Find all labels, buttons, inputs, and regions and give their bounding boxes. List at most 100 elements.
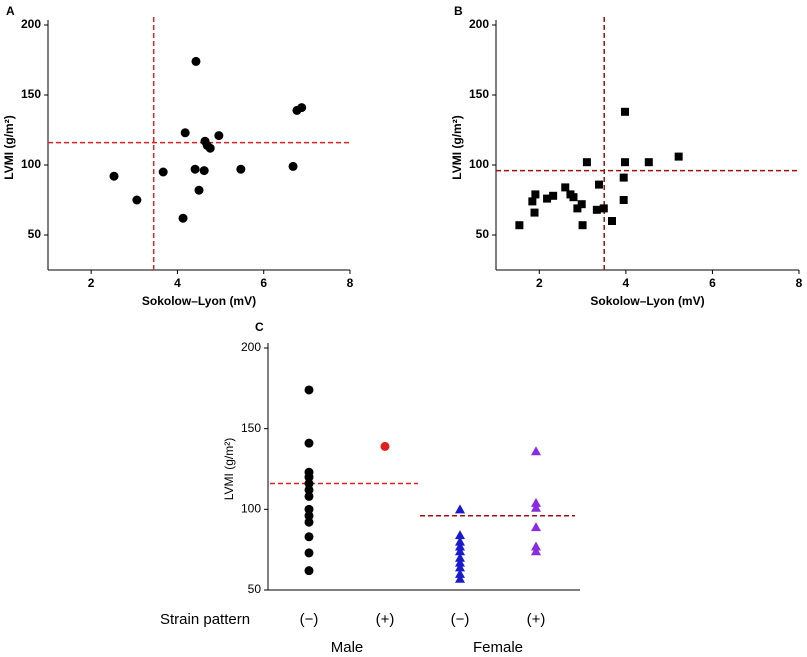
point: [561, 183, 570, 192]
panel-label: B: [454, 4, 463, 18]
point: [132, 195, 142, 205]
point: [455, 536, 465, 546]
point: [180, 128, 190, 138]
category-label: (−): [300, 611, 319, 628]
x-axis-label: Sokolow–Lyon (mV): [142, 294, 256, 308]
point: [619, 173, 628, 182]
y-tick-label: 50: [248, 582, 262, 596]
y-tick-label: 100: [21, 157, 41, 171]
y-tick-label: 50: [476, 227, 490, 241]
point: [531, 497, 541, 507]
point: [304, 548, 314, 558]
point: [577, 200, 586, 209]
point: [304, 385, 314, 395]
point: [455, 546, 465, 556]
group-label: Male: [331, 639, 364, 656]
y-tick-label: 50: [28, 227, 42, 241]
y-axis-label: LVMI (g/m²): [222, 438, 236, 500]
point: [592, 205, 601, 214]
point: [380, 441, 390, 451]
x-tick-label: 8: [347, 276, 354, 290]
x-axis-label: Sokolow–Lyon (mV): [590, 294, 704, 308]
y-tick-label: 200: [469, 17, 489, 31]
point: [109, 171, 119, 181]
category-label: (+): [376, 611, 395, 628]
point: [531, 546, 541, 556]
y-tick-label: 200: [241, 340, 261, 354]
point: [573, 204, 582, 213]
y-tick-label: 200: [21, 17, 41, 31]
point: [531, 522, 541, 532]
category-label: (−): [451, 611, 470, 628]
point: [214, 131, 224, 141]
point: [455, 530, 465, 540]
point: [620, 158, 629, 167]
row-label: Strain pattern: [160, 611, 250, 628]
point: [595, 180, 604, 189]
point: [178, 213, 188, 223]
point: [531, 446, 541, 456]
point: [199, 166, 209, 176]
point: [608, 217, 617, 225]
point: [304, 566, 314, 576]
point: [304, 504, 314, 514]
point: [304, 485, 314, 495]
x-tick-label: 2: [536, 276, 543, 290]
point: [191, 56, 201, 66]
point: [619, 196, 628, 204]
point: [549, 191, 558, 200]
point: [205, 143, 215, 153]
group-label: Female: [473, 639, 523, 656]
panel-label: C: [255, 320, 264, 334]
y-axis-label: LVMI (g/m²): [450, 115, 464, 179]
point: [455, 573, 465, 583]
point: [531, 541, 541, 551]
point: [582, 158, 591, 167]
point: [194, 185, 204, 195]
point: [528, 197, 537, 206]
panel-label: A: [6, 4, 15, 18]
y-tick-label: 100: [241, 502, 261, 516]
point: [515, 221, 524, 230]
point: [304, 438, 314, 448]
point: [644, 158, 653, 167]
point: [531, 190, 540, 199]
point: [455, 541, 465, 551]
point: [455, 552, 465, 562]
point: [236, 164, 246, 174]
x-tick-label: 8: [796, 276, 803, 290]
x-tick-label: 4: [174, 276, 181, 290]
y-tick-label: 100: [469, 157, 489, 171]
point: [288, 161, 298, 171]
y-axis-label: LVMI (g/m²): [2, 115, 16, 179]
y-tick-label: 150: [469, 87, 489, 101]
point: [304, 511, 314, 521]
x-tick-label: 6: [709, 276, 716, 290]
x-tick-label: 6: [260, 276, 267, 290]
point: [297, 103, 307, 113]
point: [304, 517, 314, 527]
point: [599, 204, 608, 213]
point: [304, 491, 314, 501]
point: [158, 167, 168, 177]
point: [455, 504, 465, 514]
point: [530, 208, 539, 217]
point: [190, 164, 200, 174]
point: [304, 532, 314, 542]
point: [455, 557, 465, 567]
point: [304, 479, 314, 489]
point: [620, 107, 629, 116]
x-tick-label: 2: [88, 276, 95, 290]
point: [569, 193, 578, 202]
point: [543, 194, 552, 203]
category-label: (+): [527, 611, 546, 628]
x-tick-label: 4: [623, 276, 630, 290]
y-tick-label: 150: [241, 421, 261, 435]
point: [674, 152, 683, 161]
y-tick-label: 150: [21, 87, 41, 101]
point: [455, 568, 465, 578]
point: [531, 502, 541, 512]
point: [455, 562, 465, 572]
point: [304, 472, 314, 482]
